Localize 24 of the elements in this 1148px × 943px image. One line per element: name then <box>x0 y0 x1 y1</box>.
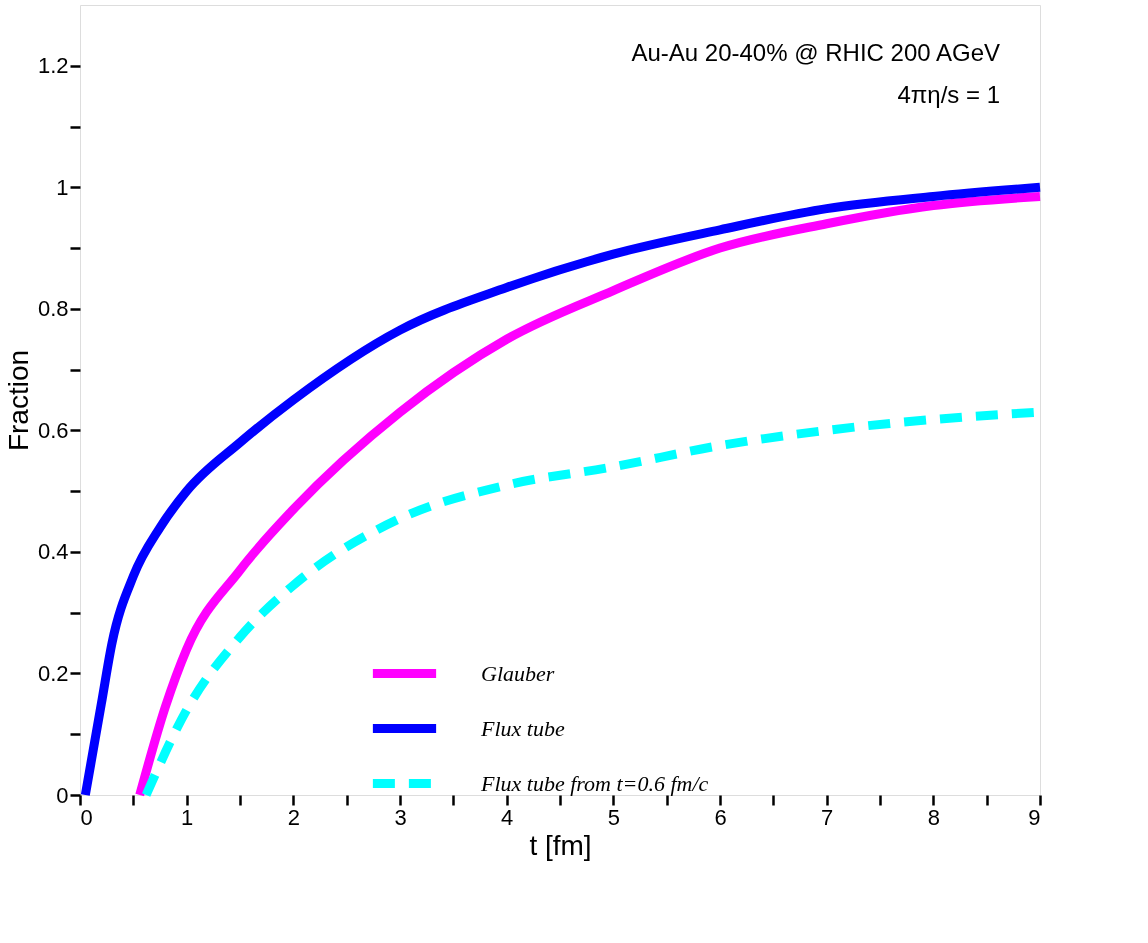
y-tick-label: 1 <box>56 174 69 200</box>
legend-label: Flux tube <box>480 715 565 741</box>
y-axis-title: Fraction <box>2 349 34 452</box>
x-tick-label: 0 <box>80 804 93 830</box>
annotation: Au-Au 20-40% @ RHIC 200 AGeV <box>631 39 1000 67</box>
x-tick-label: 5 <box>607 804 620 830</box>
legend-label: Flux tube from t=0.6 fm/c <box>480 770 709 796</box>
x-tick-label: 7 <box>821 804 834 830</box>
x-tick-label: 9 <box>1028 804 1041 830</box>
x-axis-title: t [fm] <box>529 829 592 861</box>
legend-label: Glauber <box>481 660 555 686</box>
annotation: 4πη/s = 1 <box>897 80 1000 108</box>
y-tick-label: 0.4 <box>37 539 69 565</box>
y-tick-label: 1.2 <box>37 53 69 79</box>
x-tick-label: 3 <box>394 804 407 830</box>
x-tick-label: 4 <box>501 804 514 830</box>
x-tick-label: 1 <box>181 804 194 830</box>
x-tick-label: 2 <box>287 804 300 830</box>
y-tick-label: 0.6 <box>37 417 69 443</box>
x-tick-label: 6 <box>714 804 727 830</box>
y-tick-label: 0.2 <box>37 660 69 686</box>
x-tick-label: 8 <box>927 804 940 830</box>
y-tick-label: 0.8 <box>37 296 69 322</box>
y-tick-label: 0 <box>56 782 69 808</box>
